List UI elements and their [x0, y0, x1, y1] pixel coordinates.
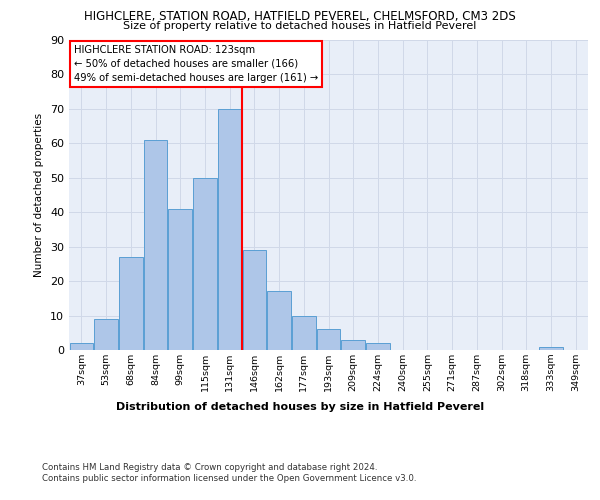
- Bar: [539, 346, 563, 350]
- Bar: [169, 209, 192, 350]
- Text: HIGHCLERE STATION ROAD: 123sqm
← 50% of detached houses are smaller (166)
49% of: HIGHCLERE STATION ROAD: 123sqm ← 50% of …: [74, 44, 319, 82]
- Bar: [119, 257, 143, 350]
- Y-axis label: Number of detached properties: Number of detached properties: [34, 113, 44, 277]
- Text: Contains public sector information licensed under the Open Government Licence v3: Contains public sector information licen…: [42, 474, 416, 483]
- Bar: [242, 250, 266, 350]
- Bar: [317, 330, 340, 350]
- Text: Size of property relative to detached houses in Hatfield Peverel: Size of property relative to detached ho…: [124, 21, 476, 31]
- Bar: [218, 109, 241, 350]
- Text: Contains HM Land Registry data © Crown copyright and database right 2024.: Contains HM Land Registry data © Crown c…: [42, 462, 377, 471]
- Text: Distribution of detached houses by size in Hatfield Peverel: Distribution of detached houses by size …: [116, 402, 484, 412]
- Bar: [292, 316, 316, 350]
- Text: HIGHCLERE, STATION ROAD, HATFIELD PEVEREL, CHELMSFORD, CM3 2DS: HIGHCLERE, STATION ROAD, HATFIELD PEVERE…: [84, 10, 516, 23]
- Bar: [70, 343, 93, 350]
- Bar: [341, 340, 365, 350]
- Bar: [144, 140, 167, 350]
- Bar: [366, 343, 389, 350]
- Bar: [268, 292, 291, 350]
- Bar: [94, 319, 118, 350]
- Bar: [193, 178, 217, 350]
